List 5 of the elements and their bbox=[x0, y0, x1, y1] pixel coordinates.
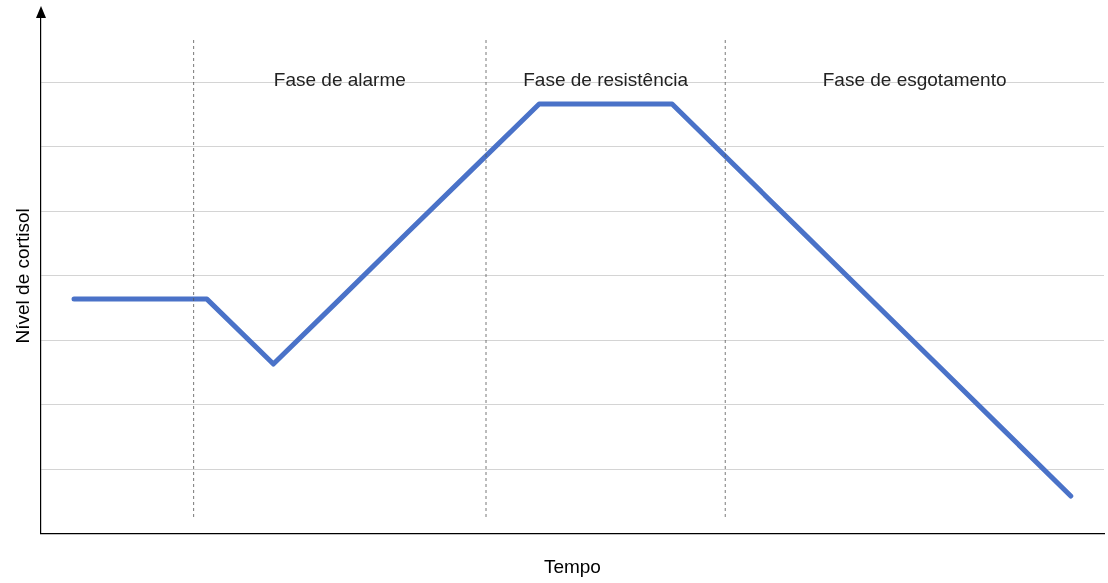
text: Fase de alarme bbox=[273, 69, 406, 91]
y-axis-title: Nível de cortisol bbox=[11, 208, 33, 344]
text: Fase de esgotamento bbox=[822, 69, 1007, 91]
text: Fase de resistência bbox=[523, 69, 689, 91]
x-axis-title: Tempo bbox=[543, 555, 601, 577]
